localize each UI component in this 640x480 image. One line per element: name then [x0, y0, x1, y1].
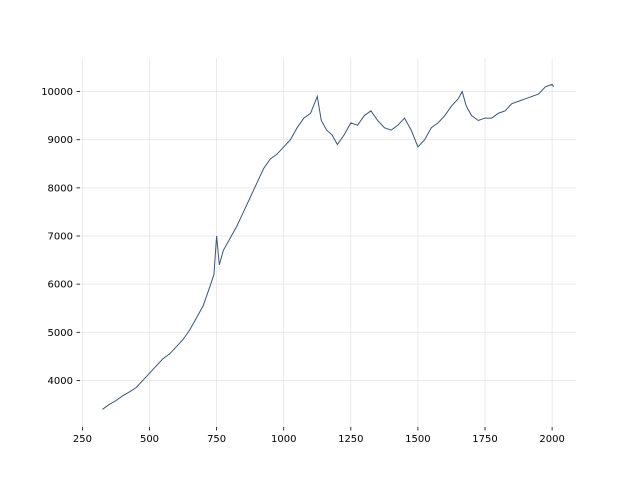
x-tick-label: 500: [140, 434, 159, 445]
y-tick-label: 7000: [48, 232, 73, 243]
y-tick-label: 9000: [48, 135, 73, 146]
y-tick-label: 8000: [48, 183, 73, 194]
x-tick-label: 1000: [271, 434, 296, 445]
x-tick-label: 1500: [405, 434, 430, 445]
y-tick-label: 10000: [41, 87, 73, 98]
x-tick-label: 2000: [539, 434, 564, 445]
y-tick-label: 4000: [48, 376, 73, 387]
line: [102, 83, 554, 410]
x-tick-label: 1250: [338, 434, 363, 445]
x-tick-label: 250: [73, 434, 92, 445]
y-tick-label: 6000: [48, 280, 73, 291]
y-tick-label: 5000: [48, 328, 73, 339]
x-tick-label: 750: [207, 434, 226, 445]
x-tick-label: 1750: [472, 434, 497, 445]
